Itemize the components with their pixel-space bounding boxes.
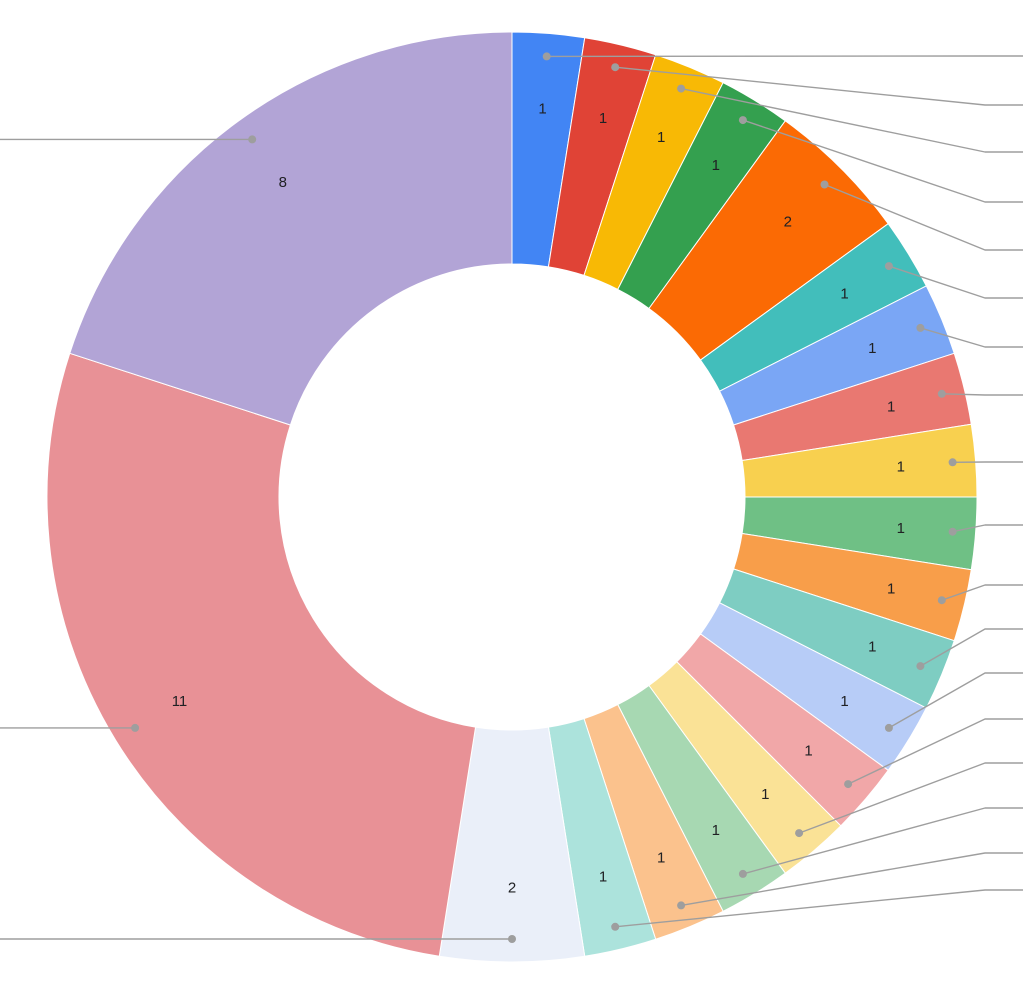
leader-line [680, 87, 1023, 153]
leader-dot [677, 901, 686, 910]
leader-dot [738, 116, 747, 125]
leader-dot [738, 869, 747, 878]
leader-dot [937, 596, 946, 605]
leader-line [919, 628, 1023, 667]
leader-line [919, 327, 1023, 348]
leader-dots-group [131, 52, 957, 943]
leader-dot [248, 135, 257, 144]
leader-dot [844, 780, 853, 789]
leader-dot [611, 922, 620, 931]
leader-line [742, 119, 1023, 203]
leader-line [951, 524, 1023, 533]
leader-dot [611, 63, 620, 72]
leader-dot [884, 262, 893, 271]
leader-dot [916, 323, 925, 332]
leader-line [941, 393, 1023, 396]
leader-dot [948, 458, 957, 467]
pie-slice[interactable] [69, 31, 513, 426]
leader-dot [884, 723, 893, 732]
leader-dot [677, 84, 686, 93]
leader-dot [820, 180, 829, 189]
leader-line [614, 889, 1023, 928]
leader-dot [795, 829, 804, 838]
leader-dot [508, 935, 516, 943]
leader-line [614, 66, 1023, 106]
leader-line [888, 672, 1023, 729]
pie-slice[interactable] [46, 352, 477, 957]
leader-dot [542, 52, 551, 61]
leader-lines-group [0, 55, 1023, 940]
leader-dot [131, 723, 140, 732]
leader-dot [937, 389, 946, 398]
leader-line [742, 807, 1023, 875]
leader-line [888, 265, 1023, 299]
leader-line [847, 718, 1023, 785]
slices-group [46, 31, 978, 963]
leader-line [823, 183, 1023, 251]
leader-dot [916, 662, 925, 671]
leader-line [680, 852, 1023, 907]
leader-line [941, 584, 1023, 601]
leader-dot [948, 527, 957, 536]
leader-line [798, 762, 1023, 834]
